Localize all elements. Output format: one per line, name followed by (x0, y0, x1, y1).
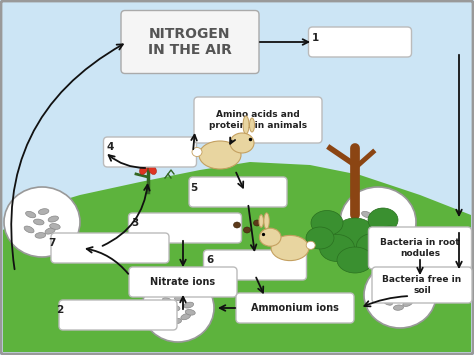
Text: 3: 3 (131, 218, 138, 228)
Text: 5: 5 (191, 183, 198, 193)
Ellipse shape (397, 283, 407, 288)
FancyBboxPatch shape (51, 233, 169, 263)
Text: Bacteria free in
soil: Bacteria free in soil (383, 275, 462, 295)
Ellipse shape (170, 305, 180, 311)
Ellipse shape (259, 215, 264, 227)
Ellipse shape (259, 228, 281, 246)
Ellipse shape (184, 302, 193, 308)
Ellipse shape (243, 116, 249, 134)
Ellipse shape (152, 158, 162, 165)
Ellipse shape (356, 234, 390, 258)
Text: 1: 1 (311, 33, 319, 43)
Ellipse shape (142, 274, 214, 342)
Text: Amino acids and
proteins in animals: Amino acids and proteins in animals (209, 110, 307, 130)
Ellipse shape (337, 247, 373, 273)
Ellipse shape (370, 219, 380, 225)
Ellipse shape (199, 141, 241, 169)
Ellipse shape (148, 165, 156, 174)
Ellipse shape (139, 165, 147, 174)
Ellipse shape (45, 228, 55, 234)
Ellipse shape (360, 226, 370, 233)
Ellipse shape (4, 187, 80, 257)
Ellipse shape (50, 224, 60, 229)
Ellipse shape (192, 147, 202, 157)
Ellipse shape (403, 300, 412, 306)
Ellipse shape (335, 218, 375, 248)
Ellipse shape (340, 187, 416, 257)
Ellipse shape (383, 299, 392, 305)
Ellipse shape (362, 211, 372, 218)
Ellipse shape (181, 313, 191, 320)
Ellipse shape (24, 226, 34, 233)
FancyBboxPatch shape (103, 137, 197, 167)
Ellipse shape (393, 305, 403, 310)
Ellipse shape (254, 220, 261, 226)
Ellipse shape (234, 222, 240, 228)
FancyBboxPatch shape (368, 227, 472, 269)
Ellipse shape (35, 233, 46, 238)
FancyBboxPatch shape (189, 177, 287, 207)
Ellipse shape (38, 209, 49, 214)
Ellipse shape (185, 310, 195, 315)
FancyBboxPatch shape (203, 250, 307, 280)
Ellipse shape (249, 118, 255, 132)
Ellipse shape (371, 233, 382, 238)
Ellipse shape (148, 149, 156, 159)
Ellipse shape (364, 262, 436, 328)
FancyBboxPatch shape (129, 267, 237, 297)
FancyBboxPatch shape (309, 27, 411, 57)
Ellipse shape (407, 296, 417, 302)
Ellipse shape (392, 292, 402, 298)
Text: 7: 7 (48, 238, 55, 248)
FancyBboxPatch shape (372, 267, 472, 303)
Ellipse shape (306, 227, 334, 249)
Ellipse shape (26, 211, 36, 218)
Ellipse shape (163, 298, 172, 304)
Ellipse shape (244, 227, 250, 233)
FancyBboxPatch shape (59, 300, 177, 330)
Text: Nitrate ions: Nitrate ions (150, 277, 216, 287)
FancyBboxPatch shape (194, 97, 322, 143)
Text: 4: 4 (106, 142, 114, 152)
Ellipse shape (172, 318, 182, 324)
Ellipse shape (34, 219, 44, 225)
Ellipse shape (271, 235, 309, 261)
FancyBboxPatch shape (121, 11, 259, 73)
FancyBboxPatch shape (236, 293, 354, 323)
Text: 6: 6 (206, 255, 214, 265)
Ellipse shape (174, 295, 184, 301)
Text: Ammonium ions: Ammonium ions (251, 303, 339, 313)
Ellipse shape (368, 208, 398, 232)
Ellipse shape (374, 209, 385, 214)
Ellipse shape (230, 133, 254, 153)
Ellipse shape (139, 149, 147, 159)
Ellipse shape (384, 216, 394, 222)
Ellipse shape (377, 226, 403, 246)
Ellipse shape (386, 224, 396, 229)
Ellipse shape (384, 285, 394, 291)
Ellipse shape (144, 158, 152, 166)
Polygon shape (3, 162, 471, 352)
Text: Bacteria in root
nodules: Bacteria in root nodules (380, 238, 460, 258)
Ellipse shape (48, 216, 58, 222)
Ellipse shape (161, 312, 171, 318)
Ellipse shape (134, 158, 144, 165)
Text: NITROGEN
IN THE AIR: NITROGEN IN THE AIR (148, 27, 232, 57)
Ellipse shape (319, 235, 355, 262)
Ellipse shape (264, 213, 269, 229)
Text: 2: 2 (56, 305, 64, 315)
Ellipse shape (306, 241, 315, 249)
FancyBboxPatch shape (128, 213, 241, 243)
Ellipse shape (311, 211, 343, 235)
Ellipse shape (381, 228, 391, 234)
Ellipse shape (406, 289, 416, 295)
